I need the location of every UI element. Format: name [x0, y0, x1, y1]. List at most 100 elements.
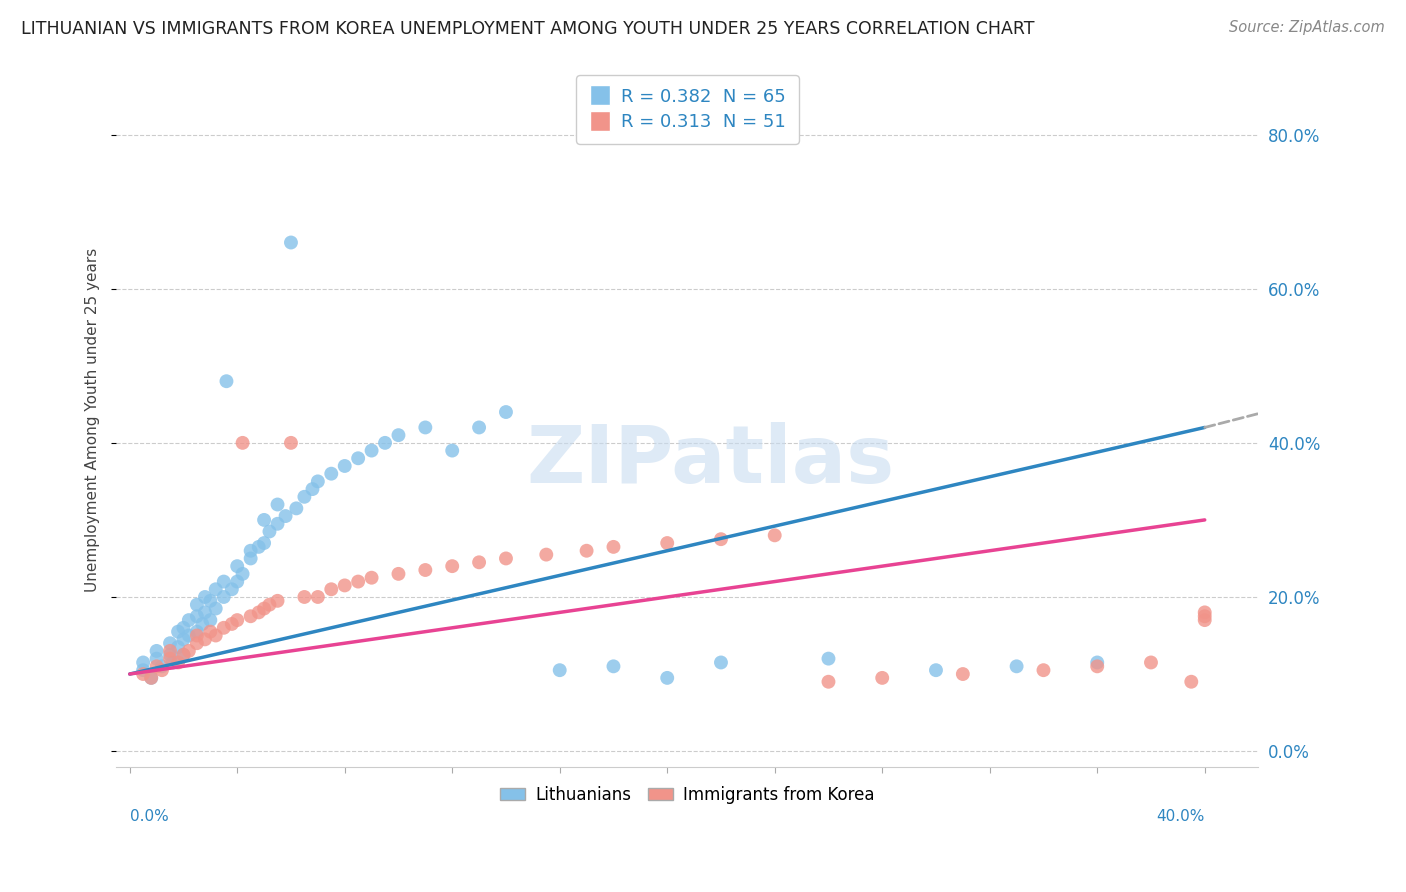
Point	[145, 651, 167, 665]
Point	[191, 616, 214, 631]
Point	[1005, 659, 1028, 673]
Text: 40.0%: 40.0%	[1156, 809, 1205, 824]
Point	[172, 632, 194, 647]
Point	[177, 644, 200, 658]
Point	[145, 659, 167, 673]
Point	[200, 624, 222, 639]
Point	[239, 609, 262, 624]
Point	[132, 667, 155, 681]
Point	[253, 536, 276, 550]
Point	[200, 613, 222, 627]
Point	[1032, 663, 1054, 677]
Point	[167, 656, 190, 670]
Point	[172, 621, 194, 635]
Point	[247, 606, 270, 620]
Point	[495, 405, 517, 419]
Point	[575, 543, 598, 558]
Text: Source: ZipAtlas.com: Source: ZipAtlas.com	[1229, 20, 1385, 35]
Point	[186, 609, 208, 624]
Point	[212, 574, 235, 589]
Point	[194, 590, 217, 604]
Point	[132, 656, 155, 670]
Point	[387, 428, 409, 442]
Point	[186, 636, 208, 650]
Point	[150, 659, 173, 673]
Point	[925, 663, 948, 677]
Point	[307, 475, 329, 489]
Point	[221, 616, 243, 631]
Point	[307, 590, 329, 604]
Point	[253, 601, 276, 615]
Point	[468, 420, 491, 434]
Point	[274, 509, 297, 524]
Point	[710, 656, 733, 670]
Point	[280, 435, 302, 450]
Point	[215, 374, 238, 388]
Point	[232, 435, 254, 450]
Point	[226, 613, 249, 627]
Point	[172, 648, 194, 662]
Point	[1140, 656, 1163, 670]
Point	[259, 524, 281, 539]
Point	[710, 532, 733, 546]
Point	[415, 420, 437, 434]
Point	[186, 598, 208, 612]
Point	[952, 667, 974, 681]
Point	[186, 628, 208, 642]
Point	[212, 621, 235, 635]
Point	[204, 601, 226, 615]
Point	[1194, 606, 1216, 620]
Point	[266, 498, 288, 512]
Point	[266, 594, 288, 608]
Point	[870, 671, 893, 685]
Point	[285, 501, 308, 516]
Point	[232, 566, 254, 581]
Point	[194, 606, 217, 620]
Point	[321, 467, 343, 481]
Point	[221, 582, 243, 597]
Point	[280, 235, 302, 250]
Point	[266, 516, 288, 531]
Point	[159, 651, 181, 665]
Point	[1194, 609, 1216, 624]
Point	[177, 628, 200, 642]
Point	[360, 443, 382, 458]
Point	[1180, 674, 1202, 689]
Point	[194, 632, 217, 647]
Point	[347, 451, 370, 466]
Point	[763, 528, 786, 542]
Point	[212, 590, 235, 604]
Point	[226, 574, 249, 589]
Point	[239, 543, 262, 558]
Point	[333, 578, 356, 592]
Point	[548, 663, 571, 677]
Point	[159, 636, 181, 650]
Point	[387, 566, 409, 581]
Y-axis label: Unemployment Among Youth under 25 years: Unemployment Among Youth under 25 years	[86, 248, 100, 592]
Point	[294, 490, 316, 504]
Point	[657, 536, 679, 550]
Point	[253, 513, 276, 527]
Point	[301, 482, 323, 496]
Point	[204, 628, 226, 642]
Legend: Lithuanians, Immigrants from Korea: Lithuanians, Immigrants from Korea	[494, 779, 882, 810]
Point	[167, 624, 190, 639]
Point	[602, 659, 624, 673]
Point	[374, 435, 396, 450]
Point	[1085, 659, 1108, 673]
Point	[321, 582, 343, 597]
Point	[1194, 613, 1216, 627]
Point	[415, 563, 437, 577]
Point	[239, 551, 262, 566]
Point	[817, 651, 839, 665]
Point	[259, 598, 281, 612]
Point	[141, 671, 163, 685]
Point	[204, 582, 226, 597]
Point	[150, 663, 173, 677]
Point	[347, 574, 370, 589]
Point	[495, 551, 517, 566]
Point	[817, 674, 839, 689]
Text: ZIPatlas: ZIPatlas	[526, 422, 894, 500]
Text: LITHUANIAN VS IMMIGRANTS FROM KOREA UNEMPLOYMENT AMONG YOUTH UNDER 25 YEARS CORR: LITHUANIAN VS IMMIGRANTS FROM KOREA UNEM…	[21, 20, 1035, 37]
Point	[159, 648, 181, 662]
